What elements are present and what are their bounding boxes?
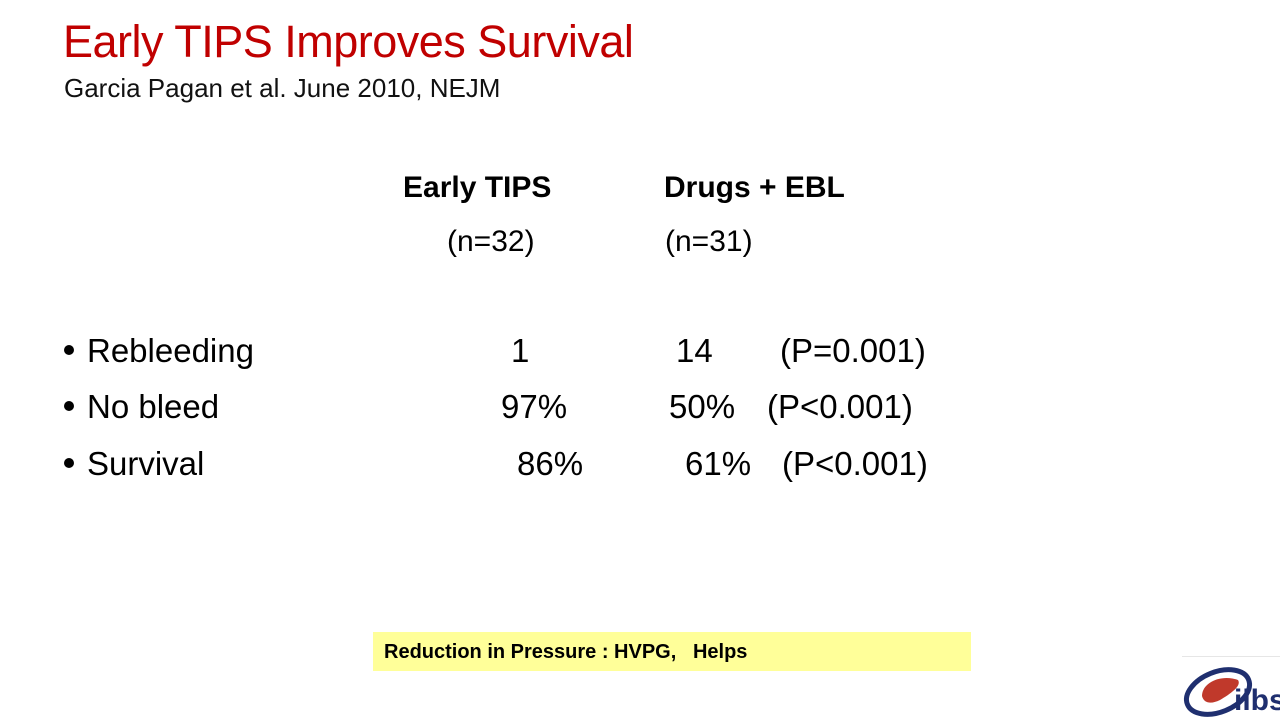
drugs-ebl-value: 14	[676, 332, 713, 369]
bullet-icon	[64, 345, 74, 355]
row-label: No bleed	[87, 388, 220, 425]
row-label: Rebleeding	[87, 332, 254, 369]
slide-subtitle: Garcia Pagan et al. June 2010, NEJM	[64, 73, 501, 103]
p-value: (P=0.001)	[780, 332, 926, 369]
logo-divider	[1182, 656, 1280, 657]
bullet-icon	[64, 458, 74, 468]
column-heading-early-tips: Early TIPS	[403, 171, 552, 204]
early-tips-value: 1	[511, 332, 530, 369]
table-row-survival: Survival 86% 61% (P<0.001)	[64, 444, 964, 488]
column-n-early-tips: (n=32)	[447, 225, 535, 258]
column-heading-drugs-ebl: Drugs + EBL	[664, 171, 845, 204]
early-tips-value: 97%	[501, 388, 568, 425]
drugs-ebl-value: 50%	[669, 388, 736, 425]
bullet-icon	[64, 401, 74, 411]
ilbs-logo-text: ilbs	[1234, 684, 1280, 717]
drugs-ebl-value: 61%	[685, 445, 752, 482]
note-text: Reduction in Pressure : HVPG, Helps	[384, 641, 748, 663]
table-row-no-bleed: No bleed 97% 50% (P<0.001)	[64, 387, 964, 431]
slide-title: Early TIPS Improves Survival	[63, 16, 634, 67]
note-highlight-box: Reduction in Pressure : HVPG, Helps	[373, 632, 971, 671]
row-label: Survival	[87, 445, 205, 482]
column-n-drugs-ebl: (n=31)	[665, 225, 753, 258]
liver-icon	[1183, 667, 1253, 717]
early-tips-value: 86%	[517, 445, 584, 482]
p-value: (P<0.001)	[767, 388, 913, 425]
p-value: (P<0.001)	[782, 445, 928, 482]
table-row-rebleeding: Rebleeding 1 14 (P=0.001)	[64, 331, 964, 375]
